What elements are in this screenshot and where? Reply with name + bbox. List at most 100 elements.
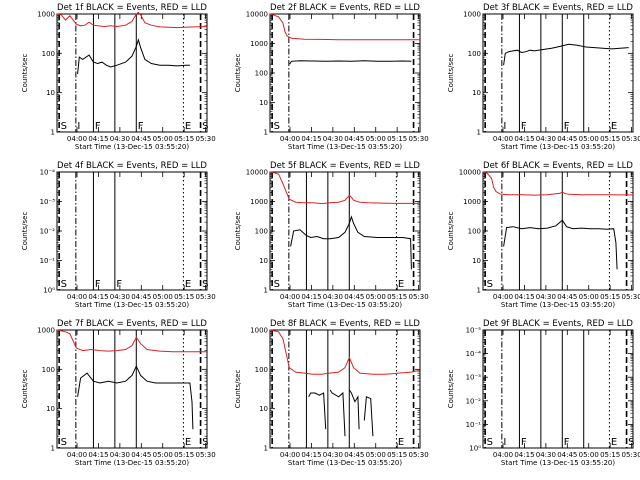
x-tick-label: 04:45 — [131, 451, 151, 459]
x-axis-label: Start Time (13-Dec-15 03:55:20) — [288, 301, 402, 309]
y-tick-label: 10⁻³ — [466, 374, 482, 382]
y-tick-label: 100 — [255, 228, 268, 236]
y-tick-label: 1000 — [250, 40, 268, 48]
x-tick-label: 05:15 — [174, 451, 194, 459]
x-tick-label: 04:00 — [493, 135, 513, 143]
detector-plot-4: Det 4f BLACK = Events, RED = LLD 10⁰ 10⁻¹ 1… — [21, 161, 216, 309]
detector-plot-2: Det 2f BLACK = Events, RED = LLD 1 10 100 10… — [234, 3, 429, 151]
series-line-lld — [56, 11, 208, 29]
x-tick-label: 04:15 — [514, 451, 534, 459]
event-marker-label: E — [611, 437, 617, 448]
y-tick-label: 10⁻¹ — [466, 421, 482, 429]
x-tick-label: 05:30 — [621, 135, 640, 143]
y-tick-label: 10⁻¹ — [40, 257, 56, 265]
y-tick-label: 10⁻⁴ — [40, 169, 56, 177]
event-marker-label: F — [116, 279, 122, 290]
event-marker-label: S — [487, 437, 493, 448]
event-marker-label: S — [202, 437, 208, 448]
x-axis-label: Start Time (13-Dec-15 03:55:20) — [75, 143, 189, 151]
series-line-lld — [56, 329, 207, 353]
y-axis-label: Counts/sec — [21, 54, 29, 93]
detector-plot-3: Det 3f BLACK = Events, RED = LLD 1 10 100 10… — [447, 3, 640, 151]
y-tick-label: 1000 — [463, 198, 481, 206]
x-tick-label: 05:00 — [579, 135, 599, 143]
x-tick-label: 05:30 — [195, 451, 215, 459]
x-tick-label: 04:15 — [301, 293, 321, 301]
series-line-events — [289, 60, 412, 65]
x-tick-label: 04:15 — [514, 293, 534, 301]
event-marker-label: I — [77, 121, 80, 132]
event-marker-label: F — [564, 121, 570, 132]
plot-title: Det 8f BLACK = Events, RED = LLD — [270, 319, 420, 329]
x-tick-label: 04:45 — [131, 135, 151, 143]
y-tick-label: 100 — [468, 228, 481, 236]
y-tick-label: 10⁻⁵ — [466, 327, 482, 335]
x-tick-label: 05:00 — [366, 451, 386, 459]
x-tick-label: 04:15 — [301, 451, 321, 459]
event-marker-label: S — [274, 121, 280, 132]
event-marker-label: E — [185, 121, 191, 132]
y-tick-label: 10⁻² — [466, 397, 482, 405]
detector-plot-6: Det 6f BLACK = Events, RED = LLD 1 10 100 10… — [447, 161, 640, 309]
y-axis-label: Counts/sec — [234, 212, 242, 251]
event-marker-label: S — [61, 121, 67, 132]
detector-plot-1: Det 1f BLACK = Events, RED = LLD 1 10 100 10… — [21, 3, 216, 151]
y-tick-label: 10 — [472, 257, 481, 265]
x-tick-label: 04:30 — [536, 135, 556, 143]
x-tick-label: 04:45 — [344, 293, 364, 301]
event-marker-label: S — [274, 279, 280, 290]
x-axis-label: Start Time (13-Dec-15 03:55:20) — [288, 459, 402, 467]
event-marker-label: S — [487, 279, 493, 290]
plot-frame — [269, 329, 421, 449]
y-tick-label: 1 — [264, 287, 268, 295]
x-tick-label: 04:30 — [110, 135, 130, 143]
x-tick-label: 04:30 — [323, 135, 343, 143]
x-tick-label: 04:00 — [280, 293, 300, 301]
x-tick-label: 04:30 — [536, 451, 556, 459]
y-tick-label: 1000 — [250, 198, 268, 206]
event-marker-label: F — [521, 121, 527, 132]
event-marker-label: S — [202, 121, 208, 132]
x-tick-label: 05:30 — [408, 135, 428, 143]
x-tick-label: 05:30 — [621, 293, 640, 301]
x-tick-label: 05:00 — [153, 451, 173, 459]
x-tick-label: 04:15 — [88, 293, 108, 301]
x-tick-label: 04:45 — [557, 451, 577, 459]
series-line-lld — [269, 171, 420, 205]
event-marker-label: E — [398, 279, 404, 290]
plot-frame — [482, 13, 634, 133]
x-tick-label: 04:45 — [131, 293, 151, 301]
x-tick-label: 04:00 — [493, 451, 513, 459]
x-tick-label: 05:00 — [153, 293, 173, 301]
x-tick-label: 04:45 — [344, 451, 364, 459]
x-tick-label: 05:00 — [366, 293, 386, 301]
plot-title: Det 1f BLACK = Events, RED = LLD — [57, 3, 207, 13]
plot-frame — [482, 329, 634, 449]
x-tick-label: 04:00 — [67, 451, 87, 459]
series-line-events-3 — [348, 389, 360, 430]
detector-plot-7: Det 7f BLACK = Events, RED = LLD 1 10 100 10… — [21, 319, 216, 467]
y-axis-label: Counts/sec — [234, 370, 242, 409]
detector-plot-9: Det 9f BLACK = Events, RED = LLD 10⁰ 10⁻¹ 1… — [447, 319, 640, 467]
x-axis-label: Start Time (13-Dec-15 03:55:20) — [501, 301, 615, 309]
event-marker-label: F — [521, 437, 527, 448]
y-tick-label: 10 — [259, 405, 268, 413]
x-tick-label: 04:45 — [557, 293, 577, 301]
event-marker-label: I — [503, 437, 506, 448]
y-tick-label: 10 — [472, 89, 481, 97]
y-tick-label: 1000 — [463, 11, 481, 19]
y-tick-label: 10 — [259, 99, 268, 107]
x-tick-label: 05:15 — [174, 293, 194, 301]
y-tick-label: 1 — [264, 129, 268, 137]
x-tick-label: 04:30 — [323, 293, 343, 301]
series-line-lld — [269, 13, 420, 41]
series-line-events — [503, 43, 629, 66]
event-marker-label: S — [628, 437, 634, 448]
plot-frame — [56, 171, 208, 291]
y-tick-label: 10⁻⁴ — [466, 350, 482, 358]
series-line-events-4 — [363, 396, 374, 437]
x-tick-label: 04:30 — [536, 293, 556, 301]
y-tick-label: 1 — [51, 445, 55, 453]
x-tick-label: 05:30 — [195, 293, 215, 301]
